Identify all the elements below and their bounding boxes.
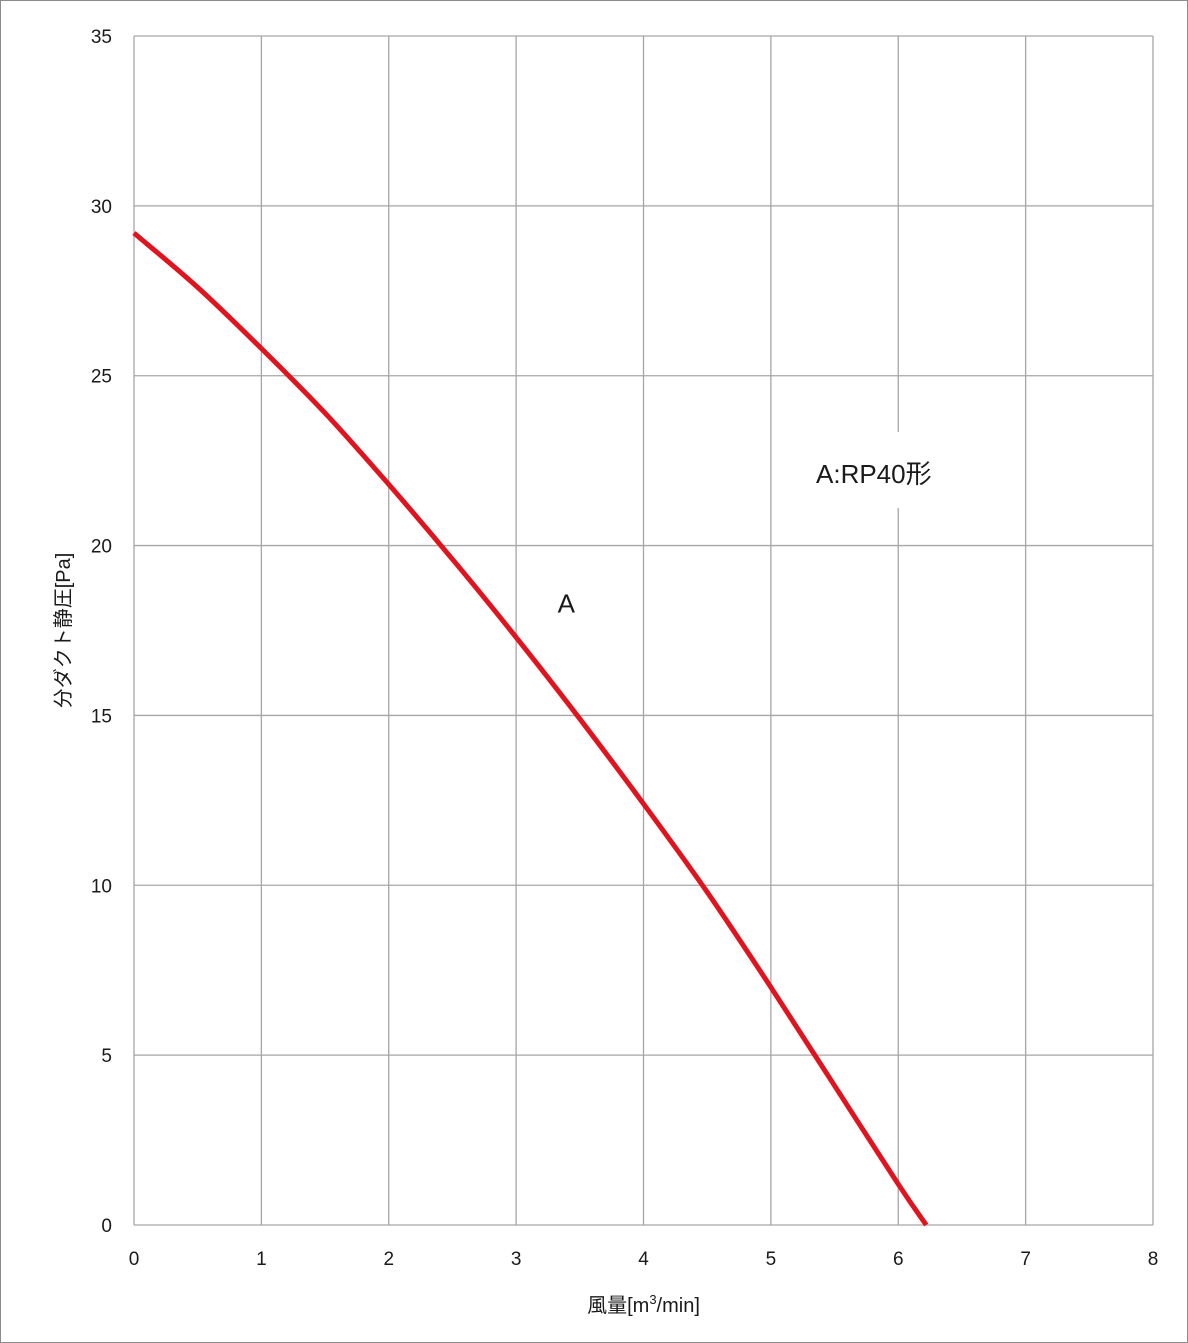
legend-text: A:RP40形: [816, 459, 932, 489]
legend: A:RP40形: [806, 432, 970, 508]
y-tick-label: 25: [91, 367, 112, 388]
series-line-A: [132, 231, 929, 1227]
x-tick-label: 2: [383, 1249, 394, 1270]
x-tick-label: 3: [511, 1249, 522, 1270]
legend-background: [806, 432, 970, 508]
y-tick-label: 0: [101, 1216, 112, 1237]
x-axis-ticks: 0 1 2 3 4 5 6 7 8: [129, 1249, 1159, 1270]
y-tick-label: 15: [91, 706, 112, 727]
grid: [133, 35, 1154, 1226]
series-group: [132, 231, 929, 1227]
y-tick-label: 20: [91, 537, 112, 558]
x-tick-label: 0: [129, 1249, 140, 1270]
y-tick-label: 10: [91, 876, 112, 897]
y-axis-ticks: 0 5 10 15 20 25 30 35: [91, 27, 112, 1237]
x-tick-label: 6: [893, 1249, 904, 1270]
x-axis-title-superscript: 3: [649, 1292, 656, 1307]
x-tick-label: 5: [766, 1249, 777, 1270]
y-tick-label: 35: [91, 27, 112, 48]
x-axis-title: 風量[m3/min]: [587, 1292, 700, 1317]
x-axis-title-tail: /min]: [657, 1295, 700, 1317]
x-axis-title-main: 風量[m: [587, 1295, 649, 1317]
x-tick-label: 8: [1148, 1249, 1159, 1270]
y-tick-label: 5: [101, 1046, 112, 1067]
series-label: A: [558, 588, 576, 618]
x-tick-label: 7: [1020, 1249, 1031, 1270]
x-tick-label: 1: [256, 1249, 267, 1270]
x-tick-label: 4: [638, 1249, 649, 1270]
y-axis-title: 分ダクト静圧[Pa]: [52, 553, 75, 709]
y-tick-label: 30: [91, 197, 112, 218]
